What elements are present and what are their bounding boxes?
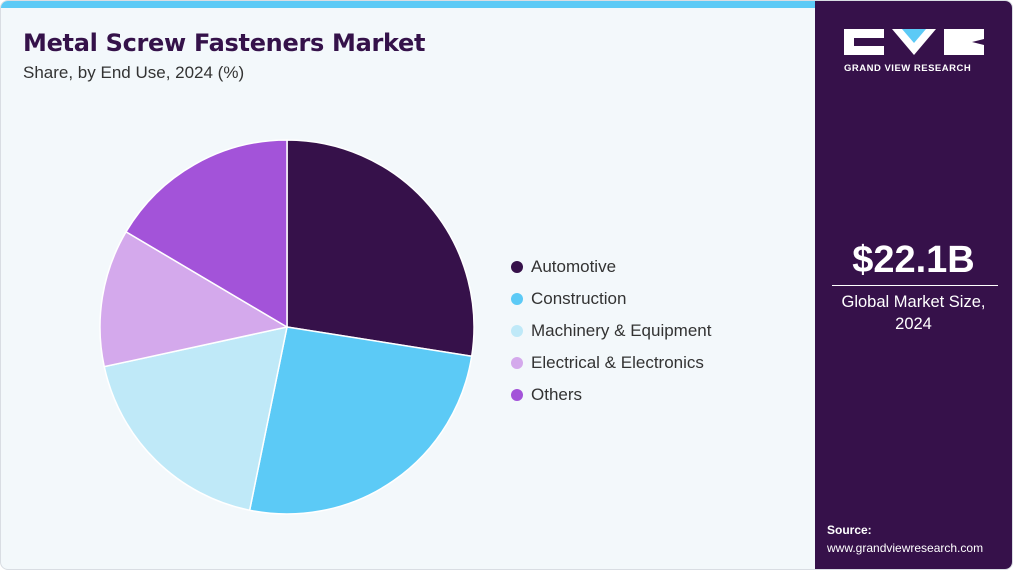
pie-slice-machinery-equipment — [103, 326, 288, 512]
legend-label: Automotive — [531, 257, 617, 276]
legend-item: Machinery & Equipment — [511, 315, 711, 347]
brand-logo: GRAND VIEW RESEARCH — [844, 29, 984, 74]
pie-slice-construction — [248, 326, 473, 515]
source-note: Source: www.grandviewresearch.com — [827, 521, 983, 557]
pie-slice-automotive — [286, 139, 475, 358]
brand-name: GRAND VIEW RESEARCH — [844, 63, 972, 74]
legend-item: Construction — [511, 283, 711, 315]
legend-label: Machinery & Equipment — [531, 321, 712, 340]
source-label: Source: — [827, 523, 872, 537]
divider — [832, 285, 998, 286]
legend-label: Electrical & Electronics — [531, 353, 704, 372]
pie-slice-electrical-electronics — [99, 230, 290, 368]
chart-subtitle: Share, by End Use, 2024 (%) — [23, 63, 245, 82]
caption-line: 2024 — [895, 315, 932, 333]
legend-label: Others — [531, 385, 583, 404]
legend-item: Automotive — [511, 251, 711, 283]
caption-line: Global Market Size, — [841, 293, 986, 311]
logo-icon — [844, 29, 984, 55]
legend-marker — [511, 357, 523, 369]
legend-label: Construction — [531, 289, 627, 308]
legend-item: Electrical & Electronics — [511, 347, 711, 379]
legend-marker — [511, 261, 523, 273]
accent-bar — [1, 1, 815, 8]
pie-chart — [99, 139, 475, 515]
market-size-value: $22.1B — [852, 239, 975, 281]
source-link[interactable]: www.grandviewresearch.com — [827, 541, 984, 555]
legend-marker — [511, 389, 523, 401]
chart-title: Metal Screw Fasteners Market — [23, 29, 426, 57]
pie-slice-others — [125, 139, 288, 329]
market-size-caption: Global Market Size, 2024 — [815, 291, 1012, 335]
sidebar-panel: GRAND VIEW RESEARCH $22.1B Global Market… — [815, 1, 1012, 569]
legend-item: Others — [511, 379, 711, 411]
legend-marker — [511, 293, 523, 305]
legend-marker — [511, 325, 523, 337]
legend: Automotive Construction Machinery & Equi… — [511, 251, 711, 411]
